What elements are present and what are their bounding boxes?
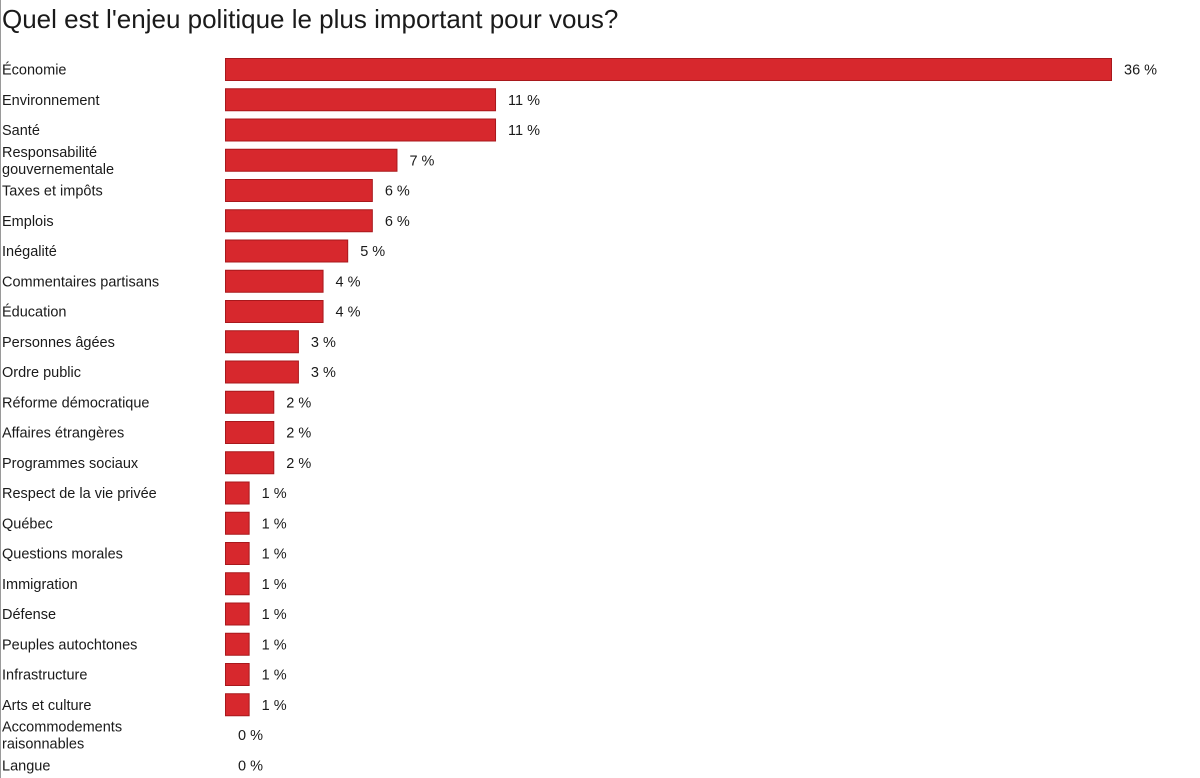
category-label: Arts et culture <box>2 698 91 714</box>
bar-value-label: 1 % <box>262 486 287 502</box>
bar <box>225 542 250 565</box>
bar <box>225 148 398 172</box>
category-label: Réforme démocratique <box>2 395 150 411</box>
bar-value-label: 4 % <box>336 274 361 290</box>
bar-value-label: 6 % <box>385 184 410 200</box>
bar <box>225 179 373 202</box>
category-label: Ordre public <box>2 365 81 381</box>
bar-value-label: 1 % <box>262 668 287 684</box>
bar <box>225 269 324 293</box>
bar-value-label: 1 % <box>262 547 287 563</box>
bar <box>225 360 299 384</box>
bar <box>225 88 497 112</box>
bar <box>225 602 250 626</box>
category-label: Emplois <box>2 214 54 230</box>
bar <box>225 300 324 323</box>
category-label: Accommodements raisonnables <box>2 720 122 753</box>
bar-value-label: 11 % <box>508 93 540 109</box>
bar <box>225 663 250 686</box>
bar-value-label: 1 % <box>262 516 287 532</box>
bar <box>225 511 250 535</box>
bar-value-label: 0 % <box>238 758 263 774</box>
bar <box>225 209 373 233</box>
category-label: Taxes et impôts <box>2 184 103 200</box>
category-label: Questions morales <box>2 547 123 563</box>
bar <box>225 632 250 656</box>
category-label: Infrastructure <box>2 668 87 684</box>
bar-value-label: 7 % <box>409 153 434 169</box>
bar <box>225 693 250 717</box>
chart-left-border <box>0 0 1 778</box>
bar-value-label: 2 % <box>286 426 311 442</box>
category-label: Langue <box>2 758 50 774</box>
bar-value-label: 5 % <box>360 244 385 260</box>
category-label: Peuples autochtones <box>2 637 137 653</box>
bar <box>225 390 275 414</box>
bar-value-label: 1 % <box>262 577 287 593</box>
category-label: Québec <box>2 516 53 532</box>
category-label: Environnement <box>2 93 100 109</box>
bar-value-label: 1 % <box>262 607 287 623</box>
bar <box>225 451 275 475</box>
bar-value-label: 11 % <box>508 123 540 139</box>
category-label: Santé <box>2 123 40 139</box>
bar <box>225 421 275 444</box>
bar <box>225 58 1112 81</box>
bar-value-label: 3 % <box>311 365 336 381</box>
bar-value-label: 4 % <box>336 305 361 321</box>
bar-value-label: 2 % <box>286 456 311 472</box>
category-label: Programmes sociaux <box>2 456 139 472</box>
bar <box>225 572 250 596</box>
bar-value-label: 1 % <box>262 698 287 714</box>
bar-value-label: 3 % <box>311 335 336 351</box>
category-label: Responsabilité gouvernementale <box>2 145 114 178</box>
bar <box>225 239 349 263</box>
category-label: Inégalité <box>2 244 57 260</box>
bar-value-label: 2 % <box>286 395 311 411</box>
category-label: Défense <box>2 607 56 623</box>
bar-value-label: 1 % <box>262 637 287 653</box>
bar <box>225 118 497 142</box>
bar-value-label: 36 % <box>1124 63 1157 79</box>
bar-value-label: 6 % <box>385 214 410 230</box>
category-label: Personnes âgées <box>2 335 115 351</box>
bar-value-label: 0 % <box>238 728 263 744</box>
bar <box>225 481 250 505</box>
category-label: Respect de la vie privée <box>2 486 157 502</box>
chart-title: Quel est l'enjeu politique le plus impor… <box>2 4 619 34</box>
bar <box>225 330 299 354</box>
category-label: Affaires étrangères <box>2 426 124 442</box>
category-label: Commentaires partisans <box>2 274 159 290</box>
category-label: Économie <box>2 62 66 79</box>
category-label: Éducation <box>2 304 67 321</box>
category-label: Immigration <box>2 577 78 593</box>
